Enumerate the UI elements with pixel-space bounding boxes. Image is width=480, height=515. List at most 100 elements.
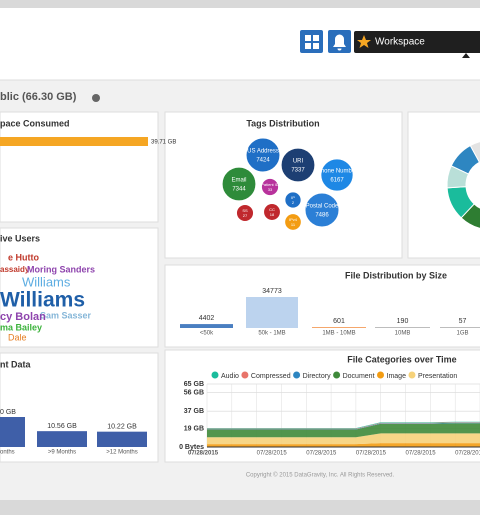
user-name: assaidy: [0, 265, 30, 274]
legend-label: Audio: [221, 373, 239, 380]
x-tick-label: 07/28/2015: [356, 451, 387, 457]
bubble-label: URI: [293, 159, 304, 165]
panel: [0, 227, 159, 348]
area: [207, 423, 480, 438]
bubble: [284, 213, 302, 231]
bubble-value: 7337: [291, 168, 305, 174]
panel-title: nt Data: [0, 359, 31, 369]
legend-label: Compressed: [251, 373, 291, 380]
user-name: e Hutto: [8, 252, 39, 262]
value-label: 10.22 GB: [107, 424, 137, 431]
bubble-value: 6167: [330, 178, 344, 184]
bubble-label: US Address: [247, 149, 279, 155]
footer: Copyright © 2015 DataGravity, Inc. All R…: [246, 472, 395, 479]
bubble-label: IP: [291, 195, 295, 200]
legend-label: Presentation: [418, 373, 457, 380]
x-tick-label: 07/28/2015: [455, 451, 480, 457]
legend-swatch: [408, 371, 416, 379]
legend-swatch: [377, 371, 385, 379]
x-tick-label: 07/28/2015: [306, 451, 337, 457]
bubble-value: 27: [243, 213, 248, 218]
user-name: cy Bolan: [0, 311, 46, 323]
panel-title: File Categories over Time: [347, 354, 456, 364]
bar: [375, 327, 430, 328]
y-tick-label: 0 Bytes: [179, 444, 204, 451]
bubble-label: CC: [269, 207, 275, 212]
legend-swatch: [241, 371, 249, 379]
bar: [0, 137, 148, 146]
bubble-value: 11: [291, 222, 296, 227]
bubble: [320, 158, 354, 192]
category-label: >12 Months: [106, 450, 138, 456]
y-tick-label: 37 GB: [184, 408, 204, 415]
category-label: 50k - 1MB: [258, 331, 285, 337]
y-tick-label: 19 GB: [184, 425, 204, 432]
panel: [164, 111, 403, 259]
panel-title: pace Consumed: [0, 118, 70, 128]
value-label: 190: [397, 318, 409, 325]
panel-title: File Distribution by Size: [345, 270, 447, 280]
bubble: [280, 147, 316, 183]
workspace-dropdown[interactable]: Workspace: [354, 31, 480, 58]
bubble: [304, 192, 340, 228]
user-name: Williams: [0, 289, 85, 312]
workspace-label: Workspace: [375, 37, 425, 48]
area: [207, 433, 480, 445]
donut-slice: [469, 141, 480, 163]
user-name: Dale: [8, 332, 27, 342]
user-name: Moring Sanders: [27, 264, 95, 274]
category-label: >9 Months: [48, 450, 76, 456]
notifications-button[interactable]: [328, 30, 351, 53]
value-label: 601: [333, 318, 345, 325]
bubble-value: 18: [270, 212, 275, 217]
panel: [0, 111, 159, 223]
donut-slice: [460, 203, 480, 229]
bubble: [235, 203, 255, 223]
legend-swatch: [211, 371, 219, 379]
value-label: 4402: [199, 315, 215, 322]
bar: [440, 327, 480, 328]
panel: [407, 111, 480, 259]
bubble-label: Patient ID: [261, 182, 279, 187]
bubble-label: SS: [242, 208, 248, 213]
bubble-value: 7344: [232, 187, 246, 193]
bubble-value: 7486: [315, 213, 329, 219]
value-label: 39.71 GB: [151, 140, 176, 146]
category-label: 10MB: [395, 331, 411, 337]
x-tick-label: 07/28/2015: [188, 451, 219, 457]
bubble-label: Phone Number: [317, 169, 357, 175]
bubble-label: Email: [231, 178, 246, 184]
bubble-value: 7424: [256, 158, 270, 164]
donut: [446, 141, 480, 229]
value-label: 57: [459, 318, 467, 325]
panel-title: ive Users: [0, 233, 40, 243]
legend-swatch: [333, 371, 341, 379]
bar: [0, 417, 25, 447]
bar: [246, 297, 298, 328]
bubble: [221, 166, 257, 202]
legend-label: Directory: [303, 373, 332, 380]
bar: [312, 327, 366, 328]
bar: [37, 431, 87, 447]
category-label: onths: [0, 450, 15, 456]
apps-button[interactable]: [300, 30, 323, 53]
value-label: 34773: [262, 288, 282, 295]
value-label: 10.56 GB: [47, 423, 77, 430]
y-tick-label: 56 GB: [184, 390, 204, 397]
x-tick-label: 07/28/2015: [257, 451, 288, 457]
category-label: 1MB - 10MB: [322, 331, 355, 337]
bubble-value: 33: [268, 187, 273, 192]
legend-label: Document: [343, 373, 375, 380]
bubble: [260, 177, 280, 197]
bubble-value: 2: [292, 200, 295, 205]
bar: [180, 324, 233, 328]
legend-label: Image: [387, 373, 407, 380]
bubble-label: IPv4: [289, 217, 298, 222]
value-label: 0 GB: [0, 409, 16, 416]
legend-swatch: [293, 371, 301, 379]
info-icon[interactable]: [92, 94, 100, 102]
share-title: blic (66.30 GB): [0, 91, 77, 103]
bubble: [245, 137, 281, 173]
